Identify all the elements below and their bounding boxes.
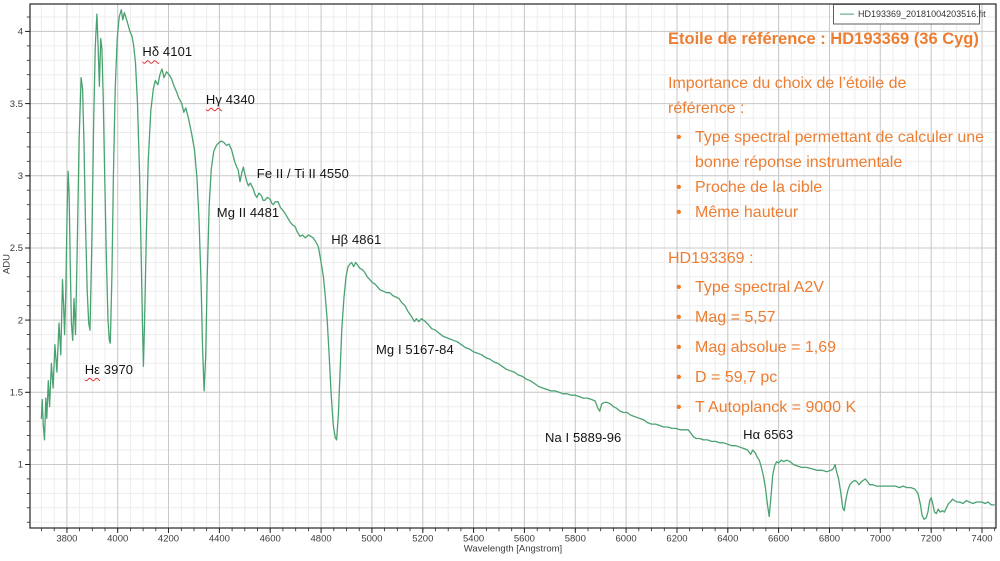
svg-text:4000: 4000	[107, 534, 128, 545]
svg-text:6400: 6400	[717, 534, 738, 545]
x-axis-title: Wavelength [Angstrom]	[464, 544, 562, 555]
svg-text:5000: 5000	[361, 534, 382, 545]
svg-text:2: 2	[18, 315, 23, 326]
svg-text:5600: 5600	[514, 534, 535, 545]
reference-star-panel: Etoile de référence : HD193369 (36 Cyg) …	[668, 30, 998, 425]
svg-text:4200: 4200	[158, 534, 179, 545]
svg-text:7400: 7400	[971, 534, 992, 545]
plot-border	[29, 3, 997, 529]
bullet-item: T Autoplanck = 9000 K	[668, 395, 998, 420]
svg-text:6000: 6000	[616, 534, 637, 545]
svg-text:3.5: 3.5	[10, 99, 23, 110]
svg-text:7000: 7000	[870, 534, 891, 545]
svg-text:2.5: 2.5	[10, 243, 23, 254]
svg-text:4: 4	[18, 27, 23, 38]
legend-box: HD193369_20181004203516.fit	[833, 4, 986, 25]
svg-text:1.5: 1.5	[10, 388, 23, 399]
star-heading: HD193369 :	[668, 250, 754, 267]
svg-text:1: 1	[18, 460, 23, 471]
bullet-item: D = 59,7 pc	[668, 365, 998, 390]
panel-title: Etoile de référence : HD193369 (36 Cyg)	[668, 30, 979, 48]
x-tick-labels: 3800 4000 4200 4400 4600 4800 5000 5200 5400 5600…	[56, 534, 992, 545]
svg-text:3800: 3800	[56, 534, 77, 545]
y-tick-labels: 1 1.5 2 2.5 3 3.5 4	[10, 27, 23, 471]
svg-text:5200: 5200	[412, 534, 433, 545]
panel-intro: Importance du choix de l’étoile de référ…	[668, 75, 907, 117]
svg-text:3: 3	[18, 171, 23, 182]
svg-text:4600: 4600	[260, 534, 281, 545]
svg-text:4800: 4800	[311, 534, 332, 545]
svg-text:6600: 6600	[768, 534, 789, 545]
bullet-item: Proche de la cible	[668, 175, 998, 200]
bullet-item: Mag = 5,57	[668, 305, 998, 330]
y-axis-title: ADU	[2, 254, 13, 274]
star-properties-list: Type spectral A2V Mag = 5,57 Mag absolue =…	[668, 275, 998, 420]
bullet-item: Type spectral permettant de calculer une…	[668, 125, 998, 175]
bullet-item: Même hauteur	[668, 200, 998, 225]
importance-list: Type spectral permettant de calculer une…	[668, 125, 998, 225]
svg-text:6200: 6200	[666, 534, 687, 545]
legend-label: HD193369_20181004203516.fit	[858, 9, 986, 19]
bullet-item: Type spectral A2V	[668, 275, 998, 300]
svg-text:7200: 7200	[921, 534, 942, 545]
svg-text:4400: 4400	[209, 534, 230, 545]
spectrum-series	[40, 9, 995, 520]
svg-text:5800: 5800	[565, 534, 586, 545]
svg-text:6800: 6800	[819, 534, 840, 545]
svg-text:5400: 5400	[463, 534, 484, 545]
bullet-item: Mag absolue = 1,69	[668, 335, 998, 360]
